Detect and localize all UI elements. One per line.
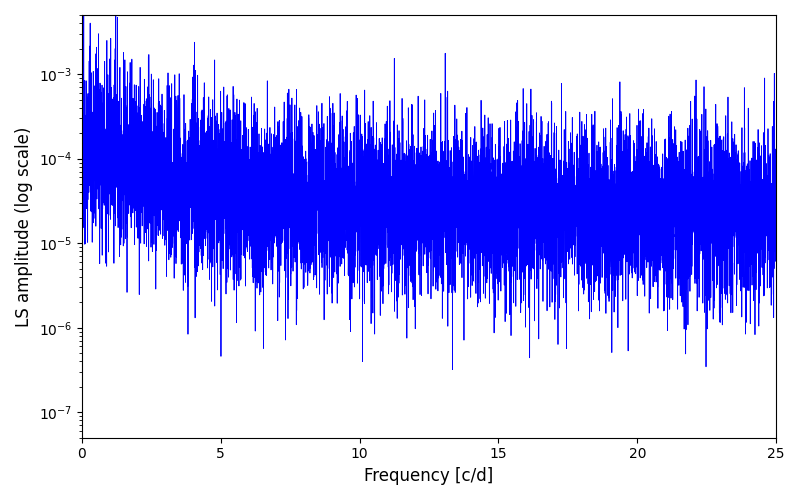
Y-axis label: LS amplitude (log scale): LS amplitude (log scale) bbox=[15, 126, 33, 326]
X-axis label: Frequency [c/d]: Frequency [c/d] bbox=[364, 467, 494, 485]
